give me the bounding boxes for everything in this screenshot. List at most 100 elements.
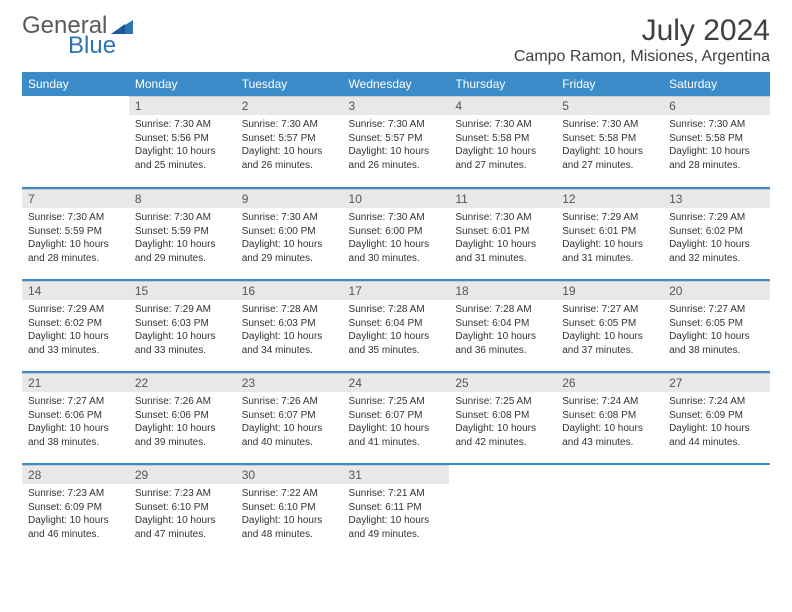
calendar-body: 1Sunrise: 7:30 AMSunset: 5:56 PMDaylight… [22, 96, 770, 556]
sunrise-line: Sunrise: 7:23 AM [135, 487, 230, 501]
calendar-cell: 23Sunrise: 7:26 AMSunset: 6:07 PMDayligh… [236, 372, 343, 464]
day-body: Sunrise: 7:30 AMSunset: 5:57 PMDaylight:… [343, 115, 450, 176]
sunrise-line: Sunrise: 7:28 AM [455, 303, 550, 317]
daylight-line: Daylight: 10 hours and 26 minutes. [349, 145, 444, 172]
sunrise-line: Sunrise: 7:24 AM [562, 395, 657, 409]
sunset-line: Sunset: 6:06 PM [135, 409, 230, 423]
day-number: 23 [236, 373, 343, 392]
day-number: 20 [663, 281, 770, 300]
sunset-line: Sunset: 6:02 PM [669, 225, 764, 239]
day-body: Sunrise: 7:27 AMSunset: 6:06 PMDaylight:… [22, 392, 129, 453]
sunrise-line: Sunrise: 7:30 AM [455, 211, 550, 225]
sunrise-line: Sunrise: 7:30 AM [242, 211, 337, 225]
sunrise-line: Sunrise: 7:25 AM [349, 395, 444, 409]
daylight-line: Daylight: 10 hours and 43 minutes. [562, 422, 657, 449]
sunrise-line: Sunrise: 7:30 AM [135, 211, 230, 225]
calendar-cell: 15Sunrise: 7:29 AMSunset: 6:03 PMDayligh… [129, 280, 236, 372]
day-body: Sunrise: 7:28 AMSunset: 6:04 PMDaylight:… [449, 300, 556, 361]
calendar-week-row: 14Sunrise: 7:29 AMSunset: 6:02 PMDayligh… [22, 280, 770, 372]
day-body: Sunrise: 7:29 AMSunset: 6:02 PMDaylight:… [22, 300, 129, 361]
page-header: General Blue July 2024 Campo Ramon, Misi… [22, 14, 770, 66]
day-number: 28 [22, 465, 129, 484]
calendar-cell: 11Sunrise: 7:30 AMSunset: 6:01 PMDayligh… [449, 188, 556, 280]
sunset-line: Sunset: 6:05 PM [562, 317, 657, 331]
sunrise-line: Sunrise: 7:30 AM [349, 211, 444, 225]
day-body: Sunrise: 7:30 AMSunset: 6:00 PMDaylight:… [236, 208, 343, 269]
sunset-line: Sunset: 5:57 PM [242, 132, 337, 146]
day-number: 16 [236, 281, 343, 300]
day-body: Sunrise: 7:23 AMSunset: 6:10 PMDaylight:… [129, 484, 236, 545]
day-number: 18 [449, 281, 556, 300]
sunrise-line: Sunrise: 7:26 AM [242, 395, 337, 409]
sunrise-line: Sunrise: 7:21 AM [349, 487, 444, 501]
sunset-line: Sunset: 6:08 PM [562, 409, 657, 423]
daylight-line: Daylight: 10 hours and 26 minutes. [242, 145, 337, 172]
daylight-line: Daylight: 10 hours and 44 minutes. [669, 422, 764, 449]
sunset-line: Sunset: 5:57 PM [349, 132, 444, 146]
sunrise-line: Sunrise: 7:30 AM [349, 118, 444, 132]
title-block: July 2024 Campo Ramon, Misiones, Argenti… [514, 14, 770, 66]
sunrise-line: Sunrise: 7:29 AM [669, 211, 764, 225]
sunrise-line: Sunrise: 7:30 AM [135, 118, 230, 132]
calendar-cell: 20Sunrise: 7:27 AMSunset: 6:05 PMDayligh… [663, 280, 770, 372]
sunset-line: Sunset: 6:09 PM [28, 501, 123, 515]
daylight-line: Daylight: 10 hours and 42 minutes. [455, 422, 550, 449]
sunrise-line: Sunrise: 7:27 AM [28, 395, 123, 409]
sunrise-line: Sunrise: 7:25 AM [455, 395, 550, 409]
page-title: July 2024 [514, 14, 770, 48]
day-body: Sunrise: 7:21 AMSunset: 6:11 PMDaylight:… [343, 484, 450, 545]
day-number: 13 [663, 189, 770, 208]
daylight-line: Daylight: 10 hours and 29 minutes. [135, 238, 230, 265]
day-body: Sunrise: 7:30 AMSunset: 5:56 PMDaylight:… [129, 115, 236, 176]
calendar-cell [663, 464, 770, 556]
calendar-cell: 2Sunrise: 7:30 AMSunset: 5:57 PMDaylight… [236, 96, 343, 188]
sunrise-line: Sunrise: 7:30 AM [562, 118, 657, 132]
day-number: 31 [343, 465, 450, 484]
daylight-line: Daylight: 10 hours and 32 minutes. [669, 238, 764, 265]
dow-tuesday: Tuesday [236, 72, 343, 96]
calendar-cell: 13Sunrise: 7:29 AMSunset: 6:02 PMDayligh… [663, 188, 770, 280]
sunset-line: Sunset: 5:56 PM [135, 132, 230, 146]
daylight-line: Daylight: 10 hours and 29 minutes. [242, 238, 337, 265]
day-number: 29 [129, 465, 236, 484]
day-number: 2 [236, 96, 343, 115]
day-number: 14 [22, 281, 129, 300]
calendar-table: Sunday Monday Tuesday Wednesday Thursday… [22, 72, 770, 556]
sunset-line: Sunset: 6:00 PM [349, 225, 444, 239]
day-number: 27 [663, 373, 770, 392]
day-body: Sunrise: 7:27 AMSunset: 6:05 PMDaylight:… [556, 300, 663, 361]
day-body: Sunrise: 7:29 AMSunset: 6:02 PMDaylight:… [663, 208, 770, 269]
day-body: Sunrise: 7:30 AMSunset: 5:59 PMDaylight:… [129, 208, 236, 269]
logo-word-blue: Blue [68, 32, 135, 60]
sunset-line: Sunset: 5:58 PM [669, 132, 764, 146]
sunrise-line: Sunrise: 7:28 AM [242, 303, 337, 317]
sunset-line: Sunset: 6:07 PM [349, 409, 444, 423]
calendar-cell: 22Sunrise: 7:26 AMSunset: 6:06 PMDayligh… [129, 372, 236, 464]
sunrise-line: Sunrise: 7:29 AM [562, 211, 657, 225]
calendar-cell: 19Sunrise: 7:27 AMSunset: 6:05 PMDayligh… [556, 280, 663, 372]
sunrise-line: Sunrise: 7:27 AM [562, 303, 657, 317]
day-body: Sunrise: 7:28 AMSunset: 6:04 PMDaylight:… [343, 300, 450, 361]
calendar-cell: 21Sunrise: 7:27 AMSunset: 6:06 PMDayligh… [22, 372, 129, 464]
sunrise-line: Sunrise: 7:29 AM [28, 303, 123, 317]
dow-friday: Friday [556, 72, 663, 96]
day-number: 4 [449, 96, 556, 115]
daylight-line: Daylight: 10 hours and 49 minutes. [349, 514, 444, 541]
daylight-line: Daylight: 10 hours and 28 minutes. [28, 238, 123, 265]
sunset-line: Sunset: 6:06 PM [28, 409, 123, 423]
day-body: Sunrise: 7:23 AMSunset: 6:09 PMDaylight:… [22, 484, 129, 545]
daylight-line: Daylight: 10 hours and 36 minutes. [455, 330, 550, 357]
sunrise-line: Sunrise: 7:22 AM [242, 487, 337, 501]
day-number: 24 [343, 373, 450, 392]
day-body: Sunrise: 7:22 AMSunset: 6:10 PMDaylight:… [236, 484, 343, 545]
day-body: Sunrise: 7:30 AMSunset: 6:01 PMDaylight:… [449, 208, 556, 269]
day-body: Sunrise: 7:30 AMSunset: 5:59 PMDaylight:… [22, 208, 129, 269]
day-body: Sunrise: 7:30 AMSunset: 6:00 PMDaylight:… [343, 208, 450, 269]
calendar-header-row: Sunday Monday Tuesday Wednesday Thursday… [22, 72, 770, 96]
day-number: 17 [343, 281, 450, 300]
day-number: 19 [556, 281, 663, 300]
sunset-line: Sunset: 6:00 PM [242, 225, 337, 239]
daylight-line: Daylight: 10 hours and 31 minutes. [455, 238, 550, 265]
day-number: 30 [236, 465, 343, 484]
calendar-cell: 1Sunrise: 7:30 AMSunset: 5:56 PMDaylight… [129, 96, 236, 188]
